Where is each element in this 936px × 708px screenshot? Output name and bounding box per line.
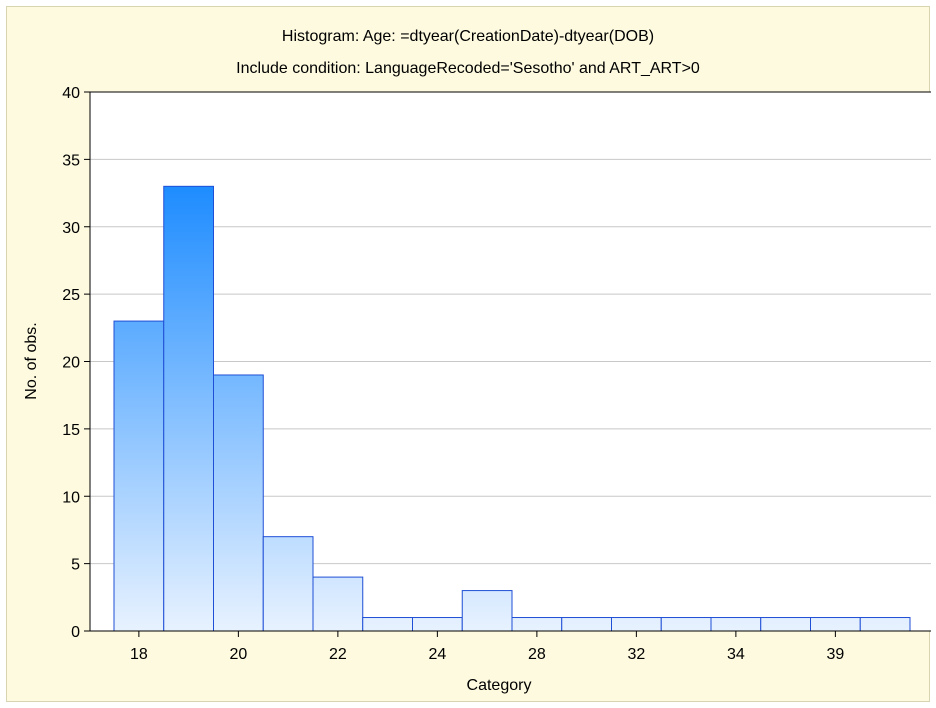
chart-subtitle: Include condition: LanguageRecoded='Seso… bbox=[236, 60, 700, 77]
y-tick-label: 40 bbox=[62, 85, 80, 102]
histogram-bar bbox=[611, 617, 662, 632]
x-tick-label: 28 bbox=[528, 646, 546, 663]
histogram-bar bbox=[163, 185, 214, 632]
x-tick-label: 24 bbox=[428, 646, 446, 663]
histogram-bar bbox=[561, 617, 612, 632]
chart-title: Histogram: Age: =dtyear(CreationDate)-dt… bbox=[282, 28, 654, 45]
histogram-bar bbox=[859, 617, 911, 632]
y-tick-label: 25 bbox=[62, 287, 80, 304]
histogram-bar bbox=[660, 617, 712, 632]
chart-frame: Histogram: Age: =dtyear(CreationDate)-dt… bbox=[6, 6, 931, 702]
histogram-bar bbox=[760, 617, 811, 632]
histogram-bar bbox=[113, 320, 165, 632]
histogram-bar bbox=[461, 590, 513, 632]
axes: 0 5 10 15 20 25 30 35 40 18 20 22 24 28 32 34 39 bbox=[62, 85, 931, 663]
plot-border bbox=[89, 91, 931, 632]
y-tick-label: 0 bbox=[71, 624, 80, 641]
y-tick-label: 20 bbox=[62, 355, 80, 372]
histogram-bar bbox=[412, 617, 463, 632]
histogram-bar bbox=[262, 536, 314, 632]
y-tick-label: 10 bbox=[62, 489, 80, 506]
histogram-bar bbox=[511, 617, 563, 632]
histogram-bar bbox=[362, 617, 413, 632]
histogram-bar bbox=[710, 617, 762, 632]
x-tick-label: 34 bbox=[727, 646, 745, 663]
x-tick-label: 22 bbox=[329, 646, 347, 663]
histogram-bar bbox=[213, 374, 264, 632]
x-axis-label: Category bbox=[467, 677, 532, 694]
histogram-chart: Histogram: Age: =dtyear(CreationDate)-dt… bbox=[23, 28, 931, 694]
histogram-bar bbox=[312, 576, 364, 632]
y-axis-label: No. of obs. bbox=[23, 322, 40, 399]
y-tick-label: 5 bbox=[71, 557, 80, 574]
y-tick-label: 30 bbox=[62, 220, 80, 237]
y-tick-label: 35 bbox=[62, 152, 80, 169]
histogram-bar bbox=[810, 617, 861, 632]
x-tick-label: 20 bbox=[229, 646, 247, 663]
x-tick-label: 39 bbox=[826, 646, 844, 663]
y-tick-label: 15 bbox=[62, 422, 80, 439]
x-tick-label: 32 bbox=[627, 646, 645, 663]
x-tick-label: 18 bbox=[130, 646, 148, 663]
